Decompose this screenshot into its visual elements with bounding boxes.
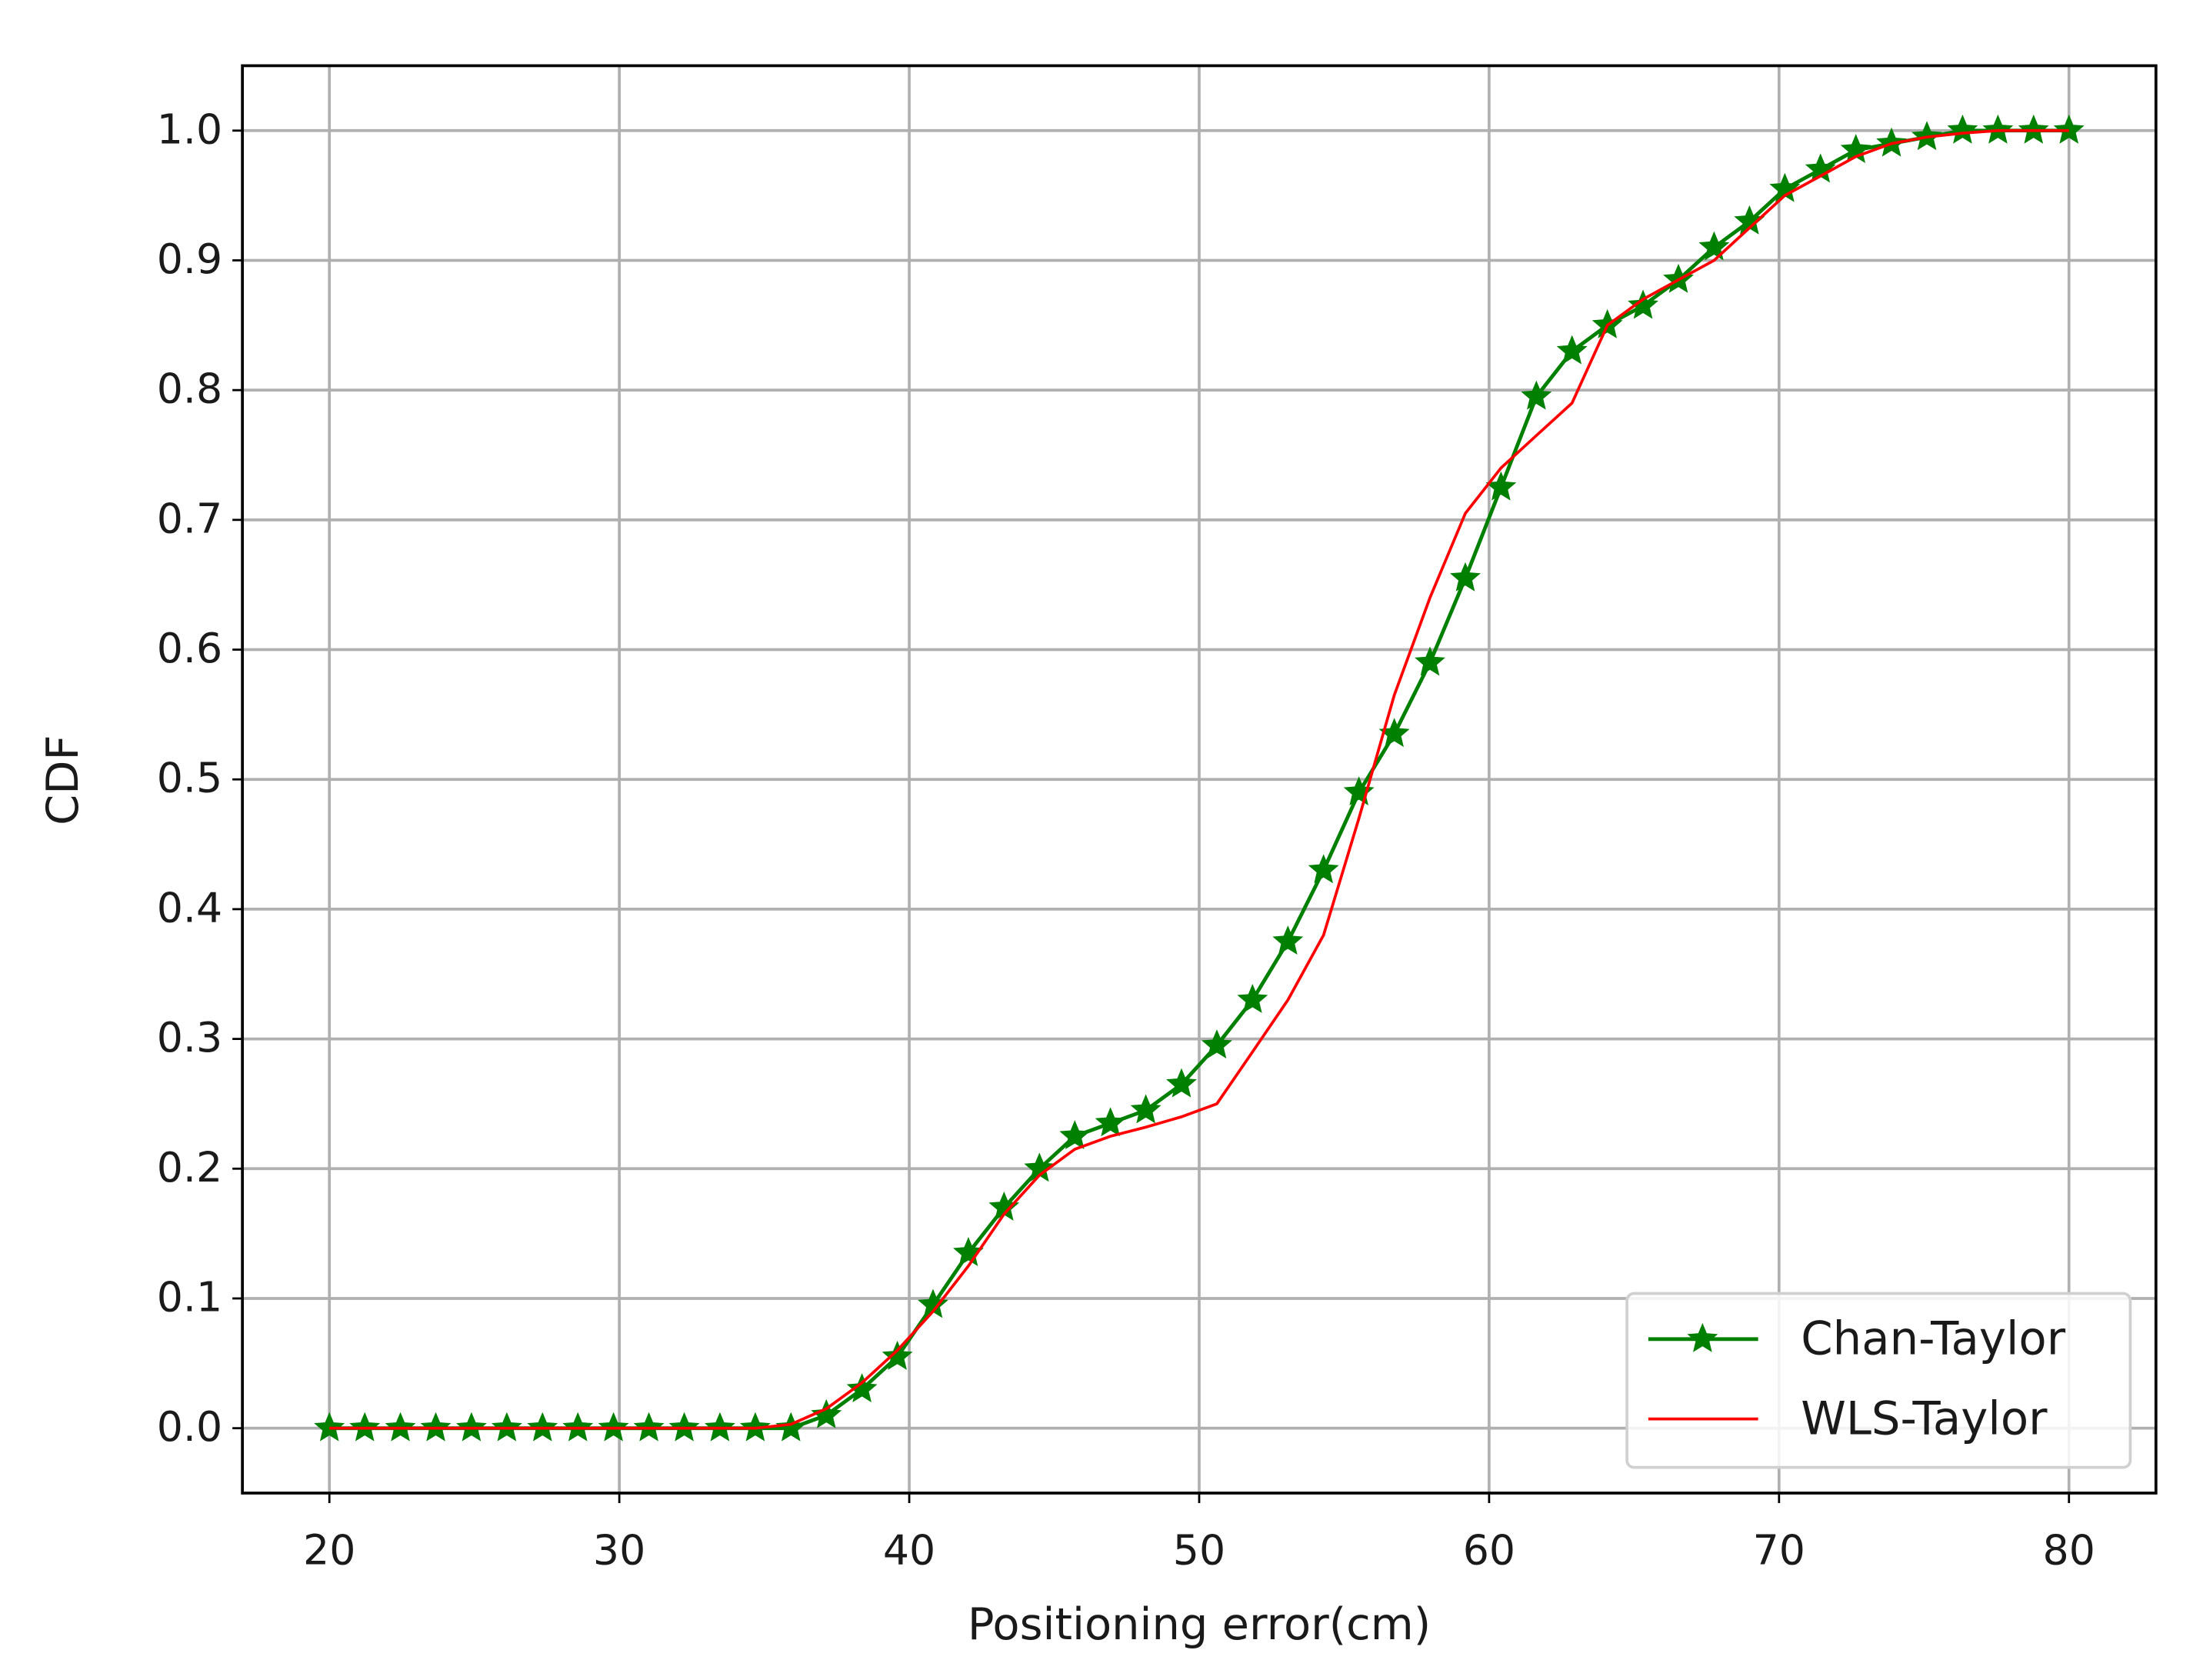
legend-label: WLS-Taylor [1801,1392,2048,1445]
y-tick-label: 0.8 [157,365,222,413]
star-marker [1130,1094,1161,1124]
star-marker [1237,984,1268,1013]
x-tick-label: 50 [1173,1526,1225,1575]
y-tick-label: 0.3 [157,1013,222,1062]
y-tick-label: 0.9 [157,235,222,283]
y-tick-label: 0.7 [157,494,222,542]
x-tick-label: 60 [1463,1526,1515,1575]
star-marker [1628,289,1658,319]
y-tick-label: 0.1 [157,1272,222,1321]
x-tick-label: 70 [1753,1526,1805,1575]
star-marker [1308,854,1339,884]
y-axis-label: CDF [37,735,88,825]
y-tick-label: 0.5 [157,754,222,802]
star-marker [811,1398,842,1428]
star-marker [1201,1029,1232,1058]
legend-marker [1687,1322,1718,1352]
star-marker [1947,114,1978,144]
star-marker [1450,562,1481,592]
star-marker [1521,380,1552,410]
star-marker [775,1412,807,1442]
y-tick-label: 0.6 [157,624,222,672]
y-tick-label: 1.0 [157,105,222,153]
legend-box [1625,1292,2132,1469]
plot-frame [241,64,2158,1495]
y-tick-label: 0.0 [157,1402,222,1451]
line-series [329,128,2069,1430]
star-marker [1556,335,1588,365]
star-marker [1095,1107,1126,1137]
star-marker [846,1373,878,1403]
x-axis-label: Positioning error(cm) [968,1598,1431,1650]
x-tick-label: 20 [303,1526,355,1575]
y-tick-label: 0.4 [157,883,222,932]
star-marker [882,1340,913,1370]
star-marker [1415,646,1445,676]
x-tick-label: 80 [2043,1526,2095,1575]
y-tick-label: 0.2 [157,1143,222,1192]
star-marker [1059,1120,1091,1150]
x-tick-label: 30 [593,1526,645,1575]
star-marker [1272,925,1304,955]
legend-label: Chan-Taylor [1801,1312,2065,1365]
star-marker [1166,1068,1197,1098]
x-tick-label: 40 [883,1526,935,1575]
